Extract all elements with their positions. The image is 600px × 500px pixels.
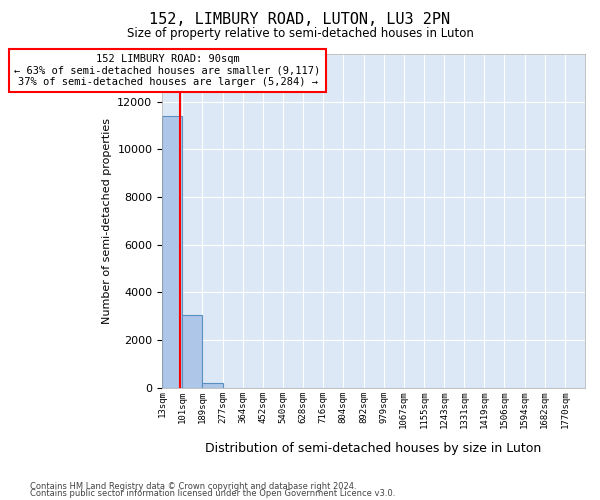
Bar <box>202 382 223 388</box>
Bar <box>162 116 182 388</box>
Y-axis label: Number of semi-detached properties: Number of semi-detached properties <box>102 118 112 324</box>
X-axis label: Distribution of semi-detached houses by size in Luton: Distribution of semi-detached houses by … <box>205 442 542 455</box>
Text: 152, LIMBURY ROAD, LUTON, LU3 2PN: 152, LIMBURY ROAD, LUTON, LU3 2PN <box>149 12 451 28</box>
Text: 152 LIMBURY ROAD: 90sqm
← 63% of semi-detached houses are smaller (9,117)
37% of: 152 LIMBURY ROAD: 90sqm ← 63% of semi-de… <box>14 54 321 88</box>
Text: Contains public sector information licensed under the Open Government Licence v3: Contains public sector information licen… <box>30 489 395 498</box>
Bar <box>182 315 202 388</box>
Text: Size of property relative to semi-detached houses in Luton: Size of property relative to semi-detach… <box>127 28 473 40</box>
Text: Contains HM Land Registry data © Crown copyright and database right 2024.: Contains HM Land Registry data © Crown c… <box>30 482 356 491</box>
